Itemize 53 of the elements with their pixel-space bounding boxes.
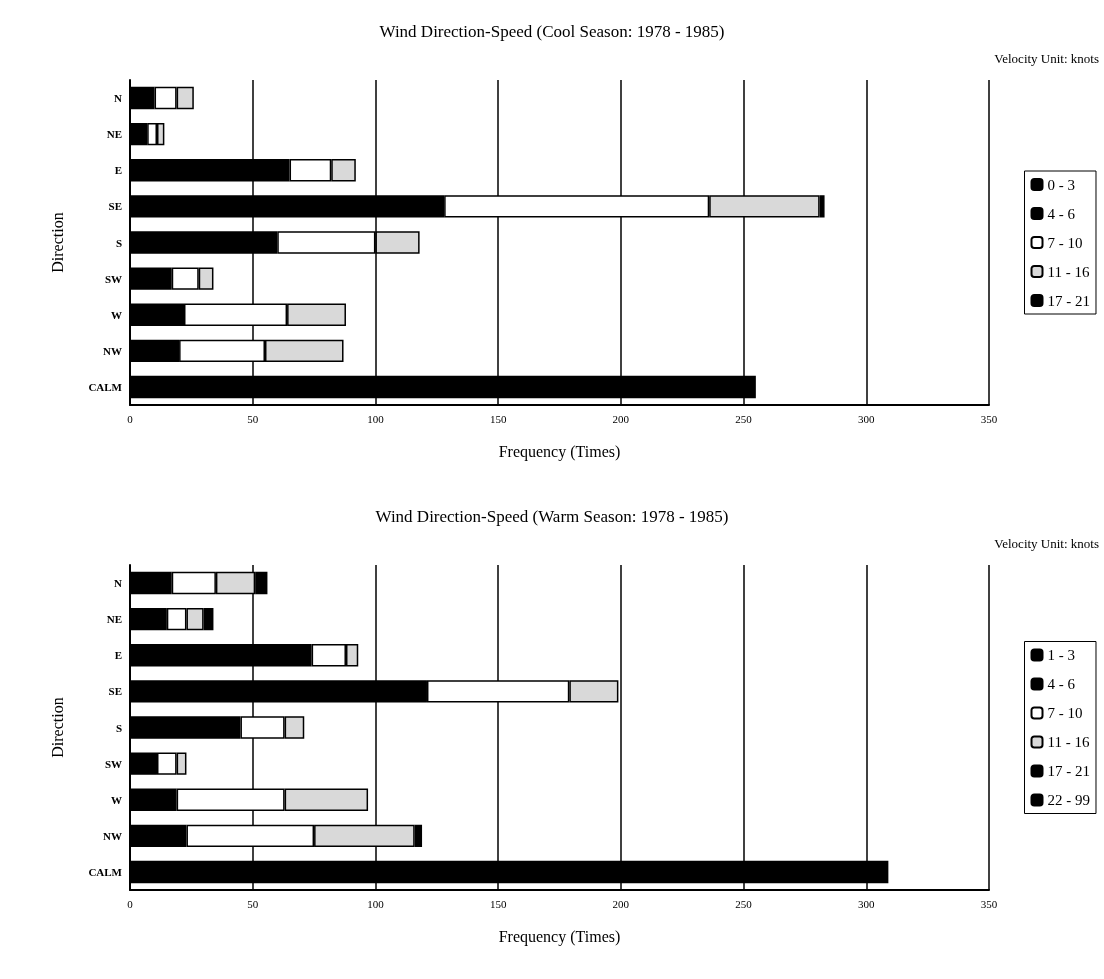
x-tick-label: 150 xyxy=(489,897,507,910)
x-axis-title: Frequency (Times) xyxy=(498,442,621,461)
x-tick-label: 100 xyxy=(367,412,385,425)
x-tick-label: 200 xyxy=(612,897,630,910)
legend-label: 4 - 6 xyxy=(1047,676,1076,692)
y-tick-label: W xyxy=(111,793,122,806)
y-tick-label: SW xyxy=(104,272,122,285)
legend-label: 11 - 16 xyxy=(1047,263,1090,280)
y-tick-label: N xyxy=(114,92,123,105)
y-tick-label: SW xyxy=(104,757,122,770)
chart-title: Wind Direction-Speed (Cool Season: 1978 - 1985) xyxy=(379,22,725,41)
y-tick-label: NW xyxy=(103,829,122,842)
x-tick-label: 200 xyxy=(612,412,630,425)
text: Velocity Unit: knots xyxy=(994,536,1099,551)
y-tick-label: CALM xyxy=(88,380,123,393)
y-axis-title: Direction xyxy=(48,697,66,758)
x-tick-label: 250 xyxy=(735,412,753,425)
x-tick-label: 250 xyxy=(735,897,753,910)
legend-label: 11 - 16 xyxy=(1047,734,1090,750)
legend-label: 22 - 99 xyxy=(1047,792,1090,808)
x-tick-label: 100 xyxy=(367,897,385,910)
x-tick-label: 0 xyxy=(127,412,134,425)
y-tick-label: SE xyxy=(108,685,122,698)
x-tick-label: 300 xyxy=(858,897,876,910)
y-tick-label: NE xyxy=(106,613,122,626)
y-tick-label: NE xyxy=(106,128,122,141)
x-axis-title: Frequency (Times) xyxy=(498,927,621,946)
x-tick-label: 150 xyxy=(489,412,507,425)
x-tick-label: 350 xyxy=(980,897,998,910)
y-tick-label: N xyxy=(114,577,123,590)
x-tick-label: 0 xyxy=(127,897,134,910)
y-tick-label: NW xyxy=(103,344,122,357)
chart-title: Wind Direction-Speed (Warm Season: 1978 - 1985) xyxy=(375,507,729,526)
y-tick-label: CALM xyxy=(88,865,123,878)
x-tick-label: 50 xyxy=(247,897,259,910)
y-axis-title: Direction xyxy=(48,212,66,273)
legend-label: 4 - 6 xyxy=(1047,205,1076,222)
y-tick-label: S xyxy=(115,721,122,734)
legend-label: 0 - 3 xyxy=(1047,176,1075,193)
x-tick-label: 50 xyxy=(247,412,259,425)
legend-label: 1 - 3 xyxy=(1047,647,1075,663)
y-tick-label: SE xyxy=(108,200,122,213)
x-tick-label: 350 xyxy=(980,412,998,425)
legend-label: 17 - 21 xyxy=(1047,763,1090,779)
text: Velocity Unit: knots xyxy=(994,51,1099,66)
legend-label: 7 - 10 xyxy=(1047,234,1083,251)
legend-label: 7 - 10 xyxy=(1047,705,1083,721)
x-tick-label: 300 xyxy=(858,412,876,425)
y-tick-label: E xyxy=(114,164,122,177)
legend-label: 17 - 21 xyxy=(1047,292,1090,309)
y-tick-label: W xyxy=(111,308,122,321)
y-tick-label: S xyxy=(115,236,122,249)
y-tick-label: E xyxy=(114,649,122,662)
